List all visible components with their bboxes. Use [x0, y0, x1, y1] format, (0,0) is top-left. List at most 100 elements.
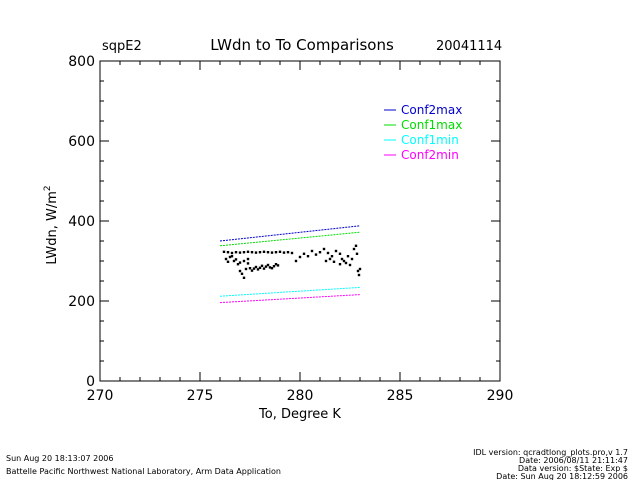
- y-axis-label-superscript: 2: [43, 185, 53, 191]
- observation-point: [226, 260, 230, 263]
- observation-point: [272, 265, 276, 268]
- observation-point: [236, 263, 240, 266]
- observation-point: [278, 250, 282, 253]
- axis-ticks: 270 275 280 285 290 0 200 400 600 800: [68, 54, 513, 404]
- series-line-conf2max: [219, 225, 361, 242]
- observation-point: [262, 250, 266, 253]
- observation-point: [262, 267, 266, 270]
- y-axis-label: LWdn, W/m2: [43, 185, 60, 264]
- site-label: sqpE2: [102, 39, 142, 54]
- observation-point: [234, 258, 238, 261]
- observation-point: [252, 267, 256, 270]
- observation-point: [264, 265, 268, 268]
- observation-point: [244, 267, 248, 271]
- observation-point: [326, 251, 330, 255]
- observation-point: [342, 259, 346, 263]
- observation-point: [294, 259, 298, 263]
- legend-label-conf1max: Conf1max: [401, 118, 462, 132]
- footer-idl-version: IDL version: qcradtlong_plots.pro,v 1.7: [473, 448, 628, 457]
- x-tick-label: 280: [287, 388, 314, 404]
- footer-org: Battelle Pacific Northwest National Labo…: [6, 467, 281, 476]
- observation-point: [222, 250, 226, 253]
- x-tick-label: 285: [387, 388, 414, 404]
- observation-point: [230, 255, 234, 258]
- observation-point: [332, 260, 336, 263]
- x-tick-label: 290: [487, 388, 514, 404]
- observation-point: [286, 251, 290, 254]
- observation-point: [310, 249, 314, 253]
- observation-point: [240, 272, 244, 275]
- date-label: 20041114: [436, 39, 502, 54]
- observation-point: [338, 252, 342, 255]
- y-axis-label-main: LWdn, W/m: [45, 191, 60, 265]
- observation-point: [258, 266, 262, 269]
- observation-point: [246, 262, 250, 265]
- observation-point: [324, 259, 328, 263]
- observation-point: [242, 259, 246, 263]
- observation-point: [282, 251, 286, 254]
- observation-point: [266, 263, 270, 267]
- observation-point: [260, 264, 264, 267]
- observation-point: [322, 247, 326, 251]
- observation-point: [248, 267, 252, 270]
- observation-point: [250, 269, 254, 272]
- observation-point: [354, 244, 358, 247]
- observation-point: [302, 252, 306, 255]
- observation-point: [254, 265, 258, 269]
- observation-point: [350, 257, 354, 261]
- observation-point: [242, 276, 246, 279]
- observation-point: [270, 267, 274, 270]
- observation-point: [290, 251, 294, 255]
- observation-point: [352, 247, 356, 251]
- observation-point: [230, 251, 234, 255]
- footer-data-version: Data version: $State: Exp $: [518, 464, 628, 473]
- series-line-conf2min: [219, 294, 361, 304]
- y-tick-label: 800: [68, 54, 95, 70]
- observation-point: [256, 268, 260, 271]
- series-line-conf1min: [219, 286, 361, 297]
- legend-label-conf1min: Conf1min: [401, 133, 459, 147]
- observation-point: [356, 269, 360, 273]
- series-lines: [219, 225, 361, 304]
- observation-point: [355, 252, 359, 255]
- x-tick-label: 275: [187, 388, 214, 404]
- observation-point: [334, 249, 338, 253]
- observation-point: [228, 255, 232, 259]
- observation-point: [348, 263, 352, 267]
- legend-label-conf2max: Conf2max: [401, 103, 462, 117]
- observation-point: [330, 255, 334, 258]
- observation-point: [234, 251, 238, 254]
- y-tick-label: 0: [86, 374, 95, 390]
- observation-point: [306, 255, 310, 258]
- y-tick-label: 200: [68, 294, 95, 310]
- observation-point: [268, 266, 272, 269]
- observation-point: [258, 251, 262, 254]
- observation-point: [232, 259, 236, 263]
- observation-point: [338, 263, 342, 266]
- observation-points: [222, 244, 362, 279]
- legend-label-conf2min: Conf2min: [401, 148, 459, 162]
- chart-title: LWdn to To Comparisons: [210, 36, 394, 54]
- observation-point: [358, 267, 362, 271]
- observation-point: [274, 263, 278, 266]
- observation-point: [266, 251, 270, 254]
- x-tick-label: 270: [87, 388, 114, 404]
- observation-point: [246, 250, 250, 253]
- footer-run-date: Sun Aug 20 18:13:07 2006: [6, 454, 113, 463]
- footer-data-date: Date: Sun Aug 20 18:12:59 2006: [496, 472, 628, 480]
- footer-idl-date: Date: 2006/08/11 21:11:47: [519, 456, 628, 465]
- x-axis-label: To, Degree K: [258, 407, 341, 422]
- observation-point: [276, 264, 280, 267]
- observation-point: [298, 255, 302, 259]
- observation-point: [270, 251, 274, 254]
- observation-point: [318, 251, 322, 254]
- observation-point: [274, 251, 278, 254]
- observation-point: [226, 251, 230, 254]
- series-line-conf1max: [219, 231, 361, 247]
- observation-point: [238, 261, 242, 264]
- observation-point: [242, 251, 246, 254]
- observation-point: [224, 257, 228, 261]
- observation-point: [340, 257, 344, 261]
